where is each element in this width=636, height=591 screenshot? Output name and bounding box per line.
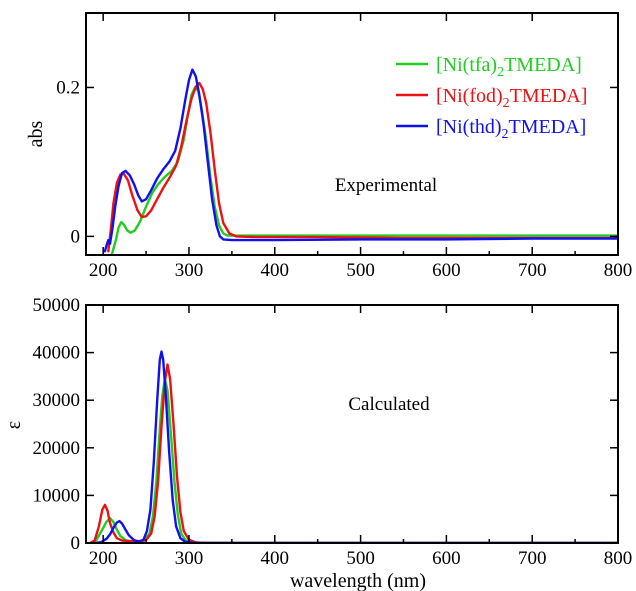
- experimental-x-tick-label: 800: [604, 260, 633, 281]
- legend-entry-3: [Ni(thd)2TMEDA]: [436, 116, 586, 142]
- experimental-series-line-2: [107, 81, 618, 253]
- calculated-y-tick-label: 10000: [33, 485, 81, 506]
- experimental-series-line-3: [103, 68, 618, 253]
- calculated-y-axis-label: ε: [3, 421, 25, 429]
- calculated-x-tick-label: 700: [518, 548, 547, 569]
- experimental-x-tick-label: 500: [346, 260, 375, 281]
- calculated-series-line-2: [89, 363, 618, 543]
- calculated-x-tick-label: 600: [432, 548, 461, 569]
- calculated-x-tick-label: 300: [175, 548, 204, 569]
- experimental-curves: [103, 68, 618, 255]
- calculated-y-tick-label: 30000: [33, 390, 81, 411]
- experimental-x-tick-label: 200: [89, 260, 118, 281]
- experimental-y-tick-label: 0: [71, 226, 81, 247]
- calculated-plot-frame: [85, 304, 619, 544]
- legend: [Ni(tfa)2TMEDA] [Ni(fod)2TMEDA] [Ni(thd)2T…: [396, 54, 587, 142]
- experimental-x-tick-label: 600: [432, 260, 461, 281]
- calculated-y-axis: 0 10000 20000 30000 40000 50000: [33, 295, 618, 554]
- calculated-series-line-1: [89, 377, 618, 543]
- experimental-x-axis: 200 300 400 500 600 700 800: [89, 13, 632, 281]
- legend-entry-2: [Ni(fod)2TMEDA]: [436, 85, 587, 111]
- calculated-x-tick-label: 200: [89, 548, 118, 569]
- experimental-y-axis: 00.2: [56, 77, 618, 247]
- calculated-curves: [89, 350, 618, 543]
- experimental-annotation: Experimental: [335, 175, 437, 196]
- x-axis-label: wavelength (nm): [290, 570, 426, 591]
- calculated-x-tick-label: 800: [604, 548, 633, 569]
- experimental-x-tick-label: 300: [175, 260, 204, 281]
- calculated-x-tick-label: 400: [261, 548, 290, 569]
- calculated-y-tick-label: 0: [71, 533, 81, 554]
- calculated-y-tick-label: 20000: [33, 438, 81, 459]
- calculated-series-line-3: [93, 350, 618, 543]
- experimental-panel: 00.2 200 300 400 500 600 700 800 abs Experimen…: [25, 12, 632, 281]
- experimental-x-tick-label: 700: [518, 260, 547, 281]
- experimental-y-axis-label: abs: [25, 120, 47, 147]
- experimental-x-tick-label: 400: [261, 260, 290, 281]
- calculated-y-tick-label: 40000: [33, 343, 81, 364]
- calculated-y-tick-label: 50000: [33, 295, 81, 316]
- experimental-y-tick-label: 0.2: [56, 77, 80, 98]
- calculated-x-tick-label: 500: [346, 548, 375, 569]
- calculated-x-axis: 200 300 400 500 600 700 800: [89, 305, 632, 569]
- calculated-panel: 0 10000 20000 30000 40000 50000 200 300 400 500 6…: [3, 295, 632, 591]
- calculated-annotation: Calculated: [348, 394, 430, 415]
- experimental-plot-frame: [85, 12, 619, 256]
- legend-entry-1: [Ni(tfa)2TMEDA]: [436, 54, 582, 80]
